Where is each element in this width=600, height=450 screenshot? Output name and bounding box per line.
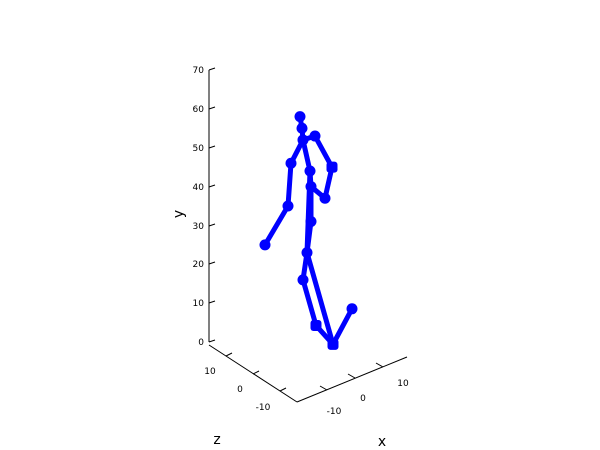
y-tick-label: 40 bbox=[193, 183, 205, 193]
z-tick bbox=[252, 370, 260, 375]
joint-r-hand bbox=[319, 192, 331, 204]
joint-spine bbox=[304, 165, 316, 177]
y-tick bbox=[208, 145, 216, 149]
bone-l_elbow-l_hand bbox=[262, 203, 291, 248]
joint-head bbox=[296, 122, 308, 134]
x-ticks: -10 0 10 bbox=[319, 362, 409, 417]
joint-head-top bbox=[294, 111, 306, 123]
skeleton-joints bbox=[259, 111, 358, 350]
y-tick-label: 10 bbox=[193, 299, 205, 309]
x-axis-label: x bbox=[378, 434, 386, 450]
z-tick bbox=[279, 387, 287, 392]
joint-r-shoulder bbox=[309, 130, 321, 142]
y-tick-label: 60 bbox=[193, 105, 205, 115]
y-ticks: 0 10 20 30 40 50 60 70 bbox=[193, 66, 216, 348]
joint-l-knee bbox=[305, 216, 317, 228]
y-tick bbox=[208, 106, 216, 110]
joint-l-shoulder bbox=[285, 157, 297, 169]
x-axis-line bbox=[296, 356, 408, 403]
x-tick-label: 10 bbox=[397, 379, 409, 389]
z-tick-label: -10 bbox=[256, 403, 271, 413]
axes: 0 10 20 30 40 50 60 70 10 0 -10 bbox=[171, 66, 409, 450]
joint-l-hand bbox=[259, 239, 271, 251]
y-tick bbox=[208, 339, 216, 343]
bone-l_shoulder-l_elbow bbox=[285, 160, 294, 209]
z-axis-label: z bbox=[213, 432, 220, 448]
x-tick-label: 0 bbox=[360, 394, 366, 404]
y-tick bbox=[208, 184, 216, 188]
x-tick bbox=[319, 385, 328, 391]
y-tick bbox=[208, 67, 216, 71]
y-tick bbox=[208, 261, 216, 265]
joint-r-knee bbox=[301, 247, 313, 259]
z-tick bbox=[225, 352, 233, 357]
y-tick-label: 0 bbox=[198, 338, 204, 348]
skeleton-bones bbox=[262, 114, 355, 347]
y-tick-label: 70 bbox=[193, 66, 205, 76]
joint-l-elbow bbox=[282, 200, 294, 212]
joint-r-foot bbox=[327, 338, 339, 350]
z-tick-label: 10 bbox=[204, 367, 216, 377]
x-tick-label: -10 bbox=[327, 407, 342, 417]
joint-l-shin bbox=[297, 274, 309, 286]
joint-l-foot bbox=[310, 319, 322, 331]
y-tick-label: 20 bbox=[193, 260, 205, 270]
bone-l_shin-l_foot bbox=[300, 277, 319, 328]
bone-r_knee-r_foot bbox=[304, 250, 336, 347]
bone-r_foot-r_toe bbox=[330, 306, 355, 347]
y-tick-label: 30 bbox=[193, 222, 205, 232]
joint-neck bbox=[297, 134, 309, 146]
joint-hip bbox=[305, 181, 317, 193]
z-ticks: 10 0 -10 bbox=[204, 352, 287, 413]
y-tick bbox=[208, 223, 216, 227]
y-tick-label: 50 bbox=[193, 144, 205, 154]
y-axis-label: y bbox=[171, 210, 187, 218]
y-tick bbox=[208, 300, 216, 304]
x-tick bbox=[347, 373, 356, 379]
z-tick-label: 0 bbox=[237, 385, 243, 395]
joint-r-elbow bbox=[326, 161, 338, 173]
x-tick bbox=[375, 362, 384, 368]
joint-r-toe bbox=[346, 303, 358, 315]
